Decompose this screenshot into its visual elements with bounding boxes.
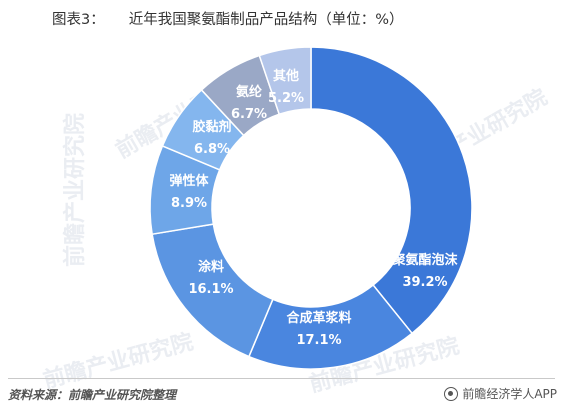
watermark-text: 前瞻产业研究院 — [62, 113, 88, 267]
slices-layer — [149, 46, 473, 370]
pie-slice — [310, 46, 473, 335]
slice-category-label: 聚氨酯泡沫 — [391, 252, 458, 268]
qianzhan-logo-icon — [444, 386, 459, 401]
source-note: 资料来源：前瞻产业研究院整理 — [8, 388, 177, 402]
slice-category-label: 胶黏剂 — [192, 119, 231, 135]
pie-slice — [258, 46, 312, 116]
slice-category-label: 涂料 — [198, 259, 224, 275]
labels-layer: 聚氨酯泡沫 39.2% 合成革浆料 17.1% 涂料 16.1% 弹性体 8.9% 胶黏剂 6.8… — [169, 68, 458, 348]
slice-value-label: 17.1% — [296, 333, 341, 348]
slice-category-label: 合成革浆料 — [286, 310, 351, 326]
chart-title-row: 图表3： 近年我国聚氨酯制品产品结构（单位：%） — [52, 8, 404, 29]
slice-value-label: 16.1% — [188, 282, 233, 297]
footer-divider — [8, 378, 555, 379]
slice-category-label: 弹性体 — [169, 173, 209, 189]
slice-value-label: 39.2% — [402, 275, 447, 290]
slice-value-label: 5.2% — [268, 91, 304, 106]
slice-value-label: 6.7% — [231, 107, 267, 122]
slice-value-label: 8.9% — [171, 196, 207, 211]
chart-title: 近年我国聚氨酯制品产品结构（单位：%） — [128, 12, 404, 28]
slice-value-label: 6.8% — [194, 142, 230, 157]
figure-label: 图表3： — [52, 12, 105, 28]
watermark-text: 前瞻产业研究院 — [40, 329, 195, 394]
brand-name: 前瞻经济学人APP — [462, 387, 557, 401]
slice-category-label: 氨纶 — [235, 84, 262, 100]
brand-credit: 前瞻经济学人APP — [444, 385, 557, 402]
slice-category-label: 其他 — [273, 68, 299, 84]
